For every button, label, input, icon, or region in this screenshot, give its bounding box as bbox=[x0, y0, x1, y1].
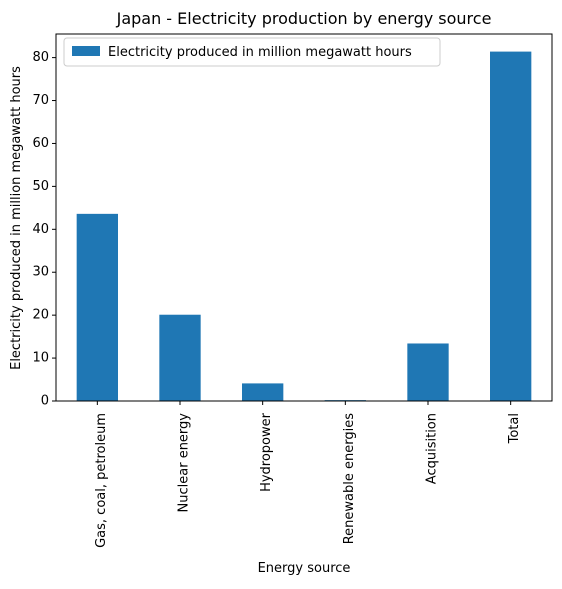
x-tick-label: Total bbox=[507, 413, 522, 444]
x-tick-label: Renewable energies bbox=[342, 413, 357, 544]
y-tick-label: 60 bbox=[32, 136, 49, 151]
y-tick-label: 50 bbox=[32, 179, 49, 194]
y-tick-label: 70 bbox=[32, 93, 49, 108]
y-tick-label: 40 bbox=[32, 222, 49, 237]
bar bbox=[490, 51, 532, 402]
y-tick-label: 0 bbox=[41, 394, 49, 409]
legend-swatch bbox=[72, 46, 100, 56]
x-tick-label: Nuclear energy bbox=[177, 413, 192, 513]
plot-area: Gas, coal, petroleum Nuclear energy Hydrop… bbox=[32, 33, 553, 548]
x-tick-label: Hydropower bbox=[259, 412, 274, 492]
chart-title: Japan - Electricity production by energy… bbox=[116, 9, 492, 28]
bar bbox=[159, 314, 201, 401]
bar bbox=[242, 383, 284, 401]
legend-frame bbox=[63, 37, 441, 67]
plot-frame bbox=[55, 33, 553, 402]
bar bbox=[407, 343, 449, 401]
legend-label: Electricity produced in million megawatt… bbox=[108, 45, 412, 60]
y-tick-label: 30 bbox=[32, 265, 49, 280]
y-tick-label: 80 bbox=[32, 50, 49, 65]
x-tick-label: Acquisition bbox=[425, 413, 440, 484]
y-tick-label: 10 bbox=[32, 351, 49, 366]
x-axis-label: Energy source bbox=[258, 561, 351, 576]
x-tick-label: Gas, coal, petroleum bbox=[94, 413, 109, 548]
y-tick-label: 20 bbox=[32, 308, 49, 323]
y-axis-label: Electricity produced in million megawatt… bbox=[9, 66, 24, 370]
legend: Electricity produced in million megawatt… bbox=[63, 37, 441, 67]
bar bbox=[76, 213, 118, 401]
